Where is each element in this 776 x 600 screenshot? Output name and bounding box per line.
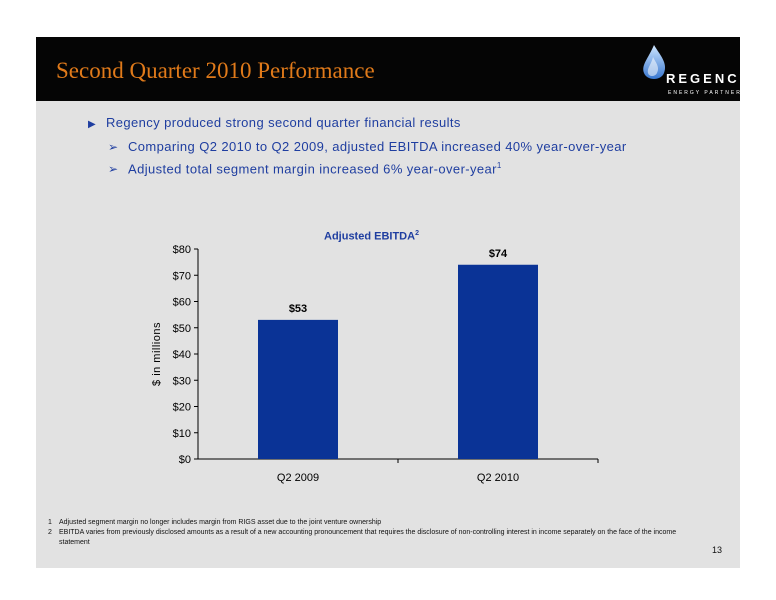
bullet-item: ▶ Regency produced strong second quarter … xyxy=(88,115,461,130)
sub-bullet-item: ➢ Comparing Q2 2010 to Q2 2009, adjusted … xyxy=(108,139,627,154)
y-axis-title: $ in millions xyxy=(151,322,163,386)
y-tick-label: $50 xyxy=(173,323,191,335)
footnote: 2 EBITDA varies from previously disclose… xyxy=(48,528,708,548)
y-tick-label: $70 xyxy=(173,270,191,282)
bullet-text: Comparing Q2 2010 to Q2 2009, adjusted E… xyxy=(128,139,627,154)
bullet-text: Adjusted total segment margin increased … xyxy=(128,161,497,177)
bar xyxy=(458,264,538,459)
slide-title: Second Quarter 2010 Performance xyxy=(56,58,375,83)
page-number: 13 xyxy=(712,545,723,555)
ebitda-bar-chart: $0 $10 $20 $30 $40 $50 $60 $70 $80 $ in millions $… xyxy=(151,244,599,484)
x-tick-label: Q2 2010 xyxy=(477,472,519,484)
chart-title: Adjusted EBITDA2 xyxy=(324,230,419,243)
footnote-text: Adjusted segment margin no longer includ… xyxy=(59,519,382,526)
flame-icon xyxy=(643,45,666,79)
y-tick-label: $20 xyxy=(173,402,191,414)
logo-name: REGENCY xyxy=(666,71,752,86)
y-tick-label: $0 xyxy=(179,454,191,466)
triangle-bullet-icon: ▶ xyxy=(88,119,97,130)
slide-header: Second Quarter 2010 Performance REGENCY … xyxy=(36,37,748,101)
chart-title-text: Adjusted EBITDA xyxy=(324,230,416,243)
data-label: $74 xyxy=(489,248,508,260)
bullet-text: Regency produced strong second quarter f… xyxy=(106,115,461,130)
logo-subtitle: ENERGY PARTNERS xyxy=(668,90,748,96)
y-tick-label: $60 xyxy=(173,297,191,309)
y-tick-label: $80 xyxy=(173,244,191,256)
slide: Second Quarter 2010 Performance REGENCY … xyxy=(36,37,748,568)
y-tick-label: $10 xyxy=(173,428,191,440)
chart-title-footnote-ref: 2 xyxy=(415,230,419,237)
footnote: 1 Adjusted segment margin no longer incl… xyxy=(48,518,708,528)
arrowhead-bullet-icon: ➢ xyxy=(108,162,119,177)
sub-bullet-item: ➢ Adjusted total segment margin increased… xyxy=(108,161,502,176)
regency-logo: REGENCY ENERGY PARTNERS xyxy=(630,41,748,99)
footnote-text: EBITDA varies from previously disclosed … xyxy=(59,529,677,546)
data-label: $53 xyxy=(289,303,307,315)
y-tick-label: $40 xyxy=(173,349,191,361)
footnotes: 1 Adjusted segment margin no longer incl… xyxy=(48,518,708,548)
footnote-ref: 1 xyxy=(496,161,502,170)
footnote-number: 2 xyxy=(48,529,52,536)
arrowhead-bullet-icon: ➢ xyxy=(108,140,119,154)
x-tick-label: Q2 2009 xyxy=(277,472,319,484)
y-tick-label: $30 xyxy=(173,375,191,387)
footnote-number: 1 xyxy=(48,519,52,526)
bar xyxy=(258,319,338,459)
